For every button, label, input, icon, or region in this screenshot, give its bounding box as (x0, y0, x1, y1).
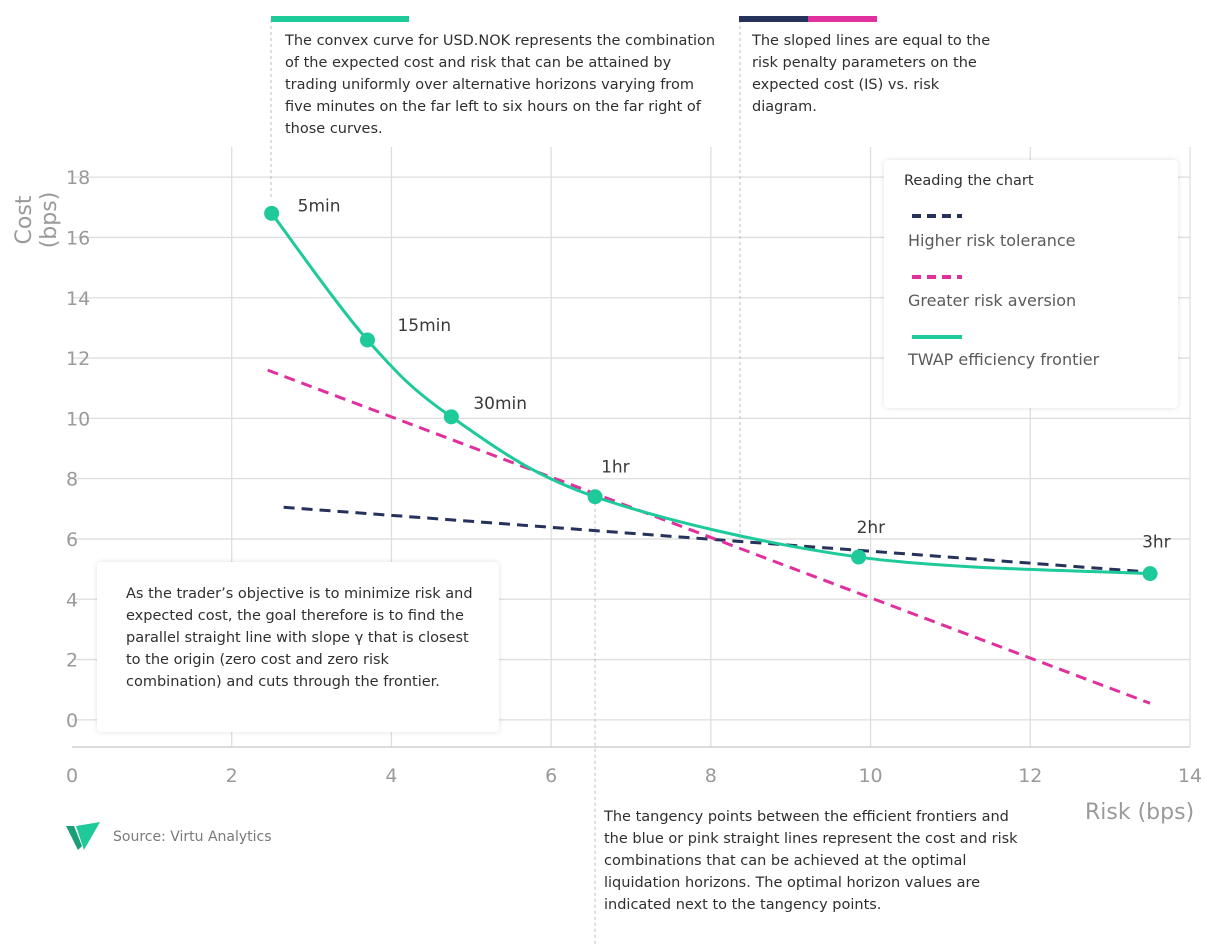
annotation-convex-curve: The convex curve for USD.NOK represents … (285, 33, 716, 137)
frontier-point (1142, 566, 1158, 582)
x-tick-label: 2 (226, 765, 238, 787)
chart-labels: 0 2 4 6 8 10 12 14 0 2 4 6 8 10 12 14 16 18 5min 15min 30min… (66, 167, 1202, 787)
y-tick-label: 0 (66, 710, 78, 732)
chart-series (264, 205, 1158, 705)
x-tick-label: 0 (66, 765, 78, 787)
y-tick-label: 12 (66, 348, 90, 370)
virtu-logo (66, 822, 100, 850)
x-axis-title: Risk (bps) (1085, 800, 1195, 825)
annotation-decorations (271, 16, 877, 22)
frontier-point (851, 549, 867, 565)
legend-label-higher-risk: Higher risk tolerance (908, 231, 1076, 250)
frontier-point (587, 489, 603, 505)
annotation-sloped-lines: The sloped lines are equal to the risk p… (752, 33, 991, 115)
y-tick-label: 18 (66, 167, 90, 189)
frontier-point-label: 30min (473, 394, 527, 414)
annotation-objective-box (97, 562, 499, 732)
header-bar-pink (808, 16, 877, 22)
x-tick-label: 12 (1018, 765, 1042, 787)
annotation-guides (270, 20, 741, 944)
series-line-higher-risk-tolerance (283, 505, 1151, 574)
frontier-point (264, 205, 280, 221)
header-bar-navy (739, 16, 808, 22)
y-tick-label: 16 (66, 227, 90, 249)
frontier-point-label: 2hr (857, 518, 886, 538)
frontier-point-label: 15min (397, 316, 451, 336)
legend-title: Reading the chart (904, 173, 1034, 189)
frontier-point (359, 332, 375, 348)
frontier-point-label: 3hr (1142, 533, 1171, 553)
x-tick-label: 6 (545, 765, 557, 787)
x-tick-label: 10 (858, 765, 882, 787)
annotation-objective: As the trader’s objective is to minimize… (126, 586, 473, 690)
frontier-point-label: 1hr (601, 458, 630, 478)
y-tick-label: 14 (66, 288, 90, 310)
legend-box (884, 160, 1178, 408)
legend-label-greater-aversion: Greater risk aversion (908, 291, 1077, 310)
y-tick-label: 6 (66, 529, 78, 551)
x-tick-label: 8 (705, 765, 717, 787)
series-line-greater-risk-aversion (267, 368, 1151, 705)
legend-label-twap: TWAP efficiency frontier (908, 350, 1100, 369)
header-bar-teal (271, 16, 409, 22)
frontier-point-label: 5min (298, 196, 341, 216)
y-tick-label: 4 (66, 589, 78, 611)
annotation-tangency: The tangency points between the efficien… (604, 809, 1018, 913)
source-label: Source: Virtu Analytics (113, 829, 272, 845)
x-tick-label: 14 (1178, 765, 1202, 787)
y-tick-label: 8 (66, 469, 78, 491)
frontier-point (443, 409, 459, 425)
y-tick-label: 10 (66, 408, 90, 430)
x-tick-label: 4 (385, 765, 397, 787)
y-tick-label: 2 (66, 650, 78, 672)
